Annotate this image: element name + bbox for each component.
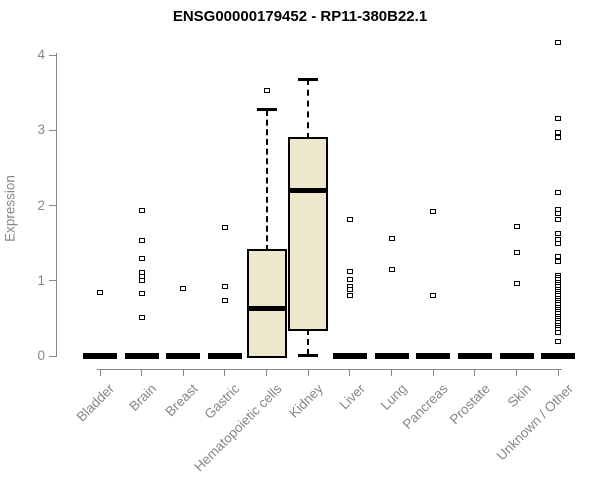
outlier-point — [346, 277, 353, 283]
y-tick-label: 0 — [37, 348, 45, 363]
x-tick-label: Liver — [336, 381, 368, 413]
median-line — [246, 306, 287, 312]
x-axis-tick — [266, 369, 268, 376]
upper-whisker-cap — [256, 108, 277, 112]
outlier-point — [555, 216, 562, 222]
lower-whisker-cap — [298, 353, 319, 357]
outlier-point — [555, 115, 562, 121]
outlier-point — [263, 87, 270, 93]
outlier-point — [555, 254, 562, 260]
outlier-point — [346, 217, 353, 223]
collapsed-box — [207, 353, 242, 359]
y-axis-tick — [49, 129, 56, 131]
collapsed-box — [416, 353, 451, 359]
outlier-point — [555, 236, 562, 242]
x-tick-label: Lung — [377, 381, 410, 413]
x-axis-tick — [391, 369, 393, 376]
outlier-point — [513, 224, 520, 230]
lower-whisker-line — [307, 328, 310, 356]
x-axis-tick — [99, 369, 101, 376]
collapsed-box — [499, 353, 534, 359]
x-axis-tick — [516, 369, 518, 376]
upper-whisker-line — [307, 79, 310, 139]
outlier-point — [138, 291, 145, 297]
x-axis-tick — [432, 369, 434, 376]
outlier-point — [555, 206, 562, 212]
x-tick-label: Breast — [162, 381, 201, 420]
outlier-point — [138, 278, 145, 284]
outlier-point — [555, 258, 562, 264]
outlier-point — [346, 269, 353, 275]
outlier-point — [555, 130, 562, 135]
y-axis-tick — [49, 205, 56, 206]
x-axis-tick — [307, 369, 309, 376]
x-axis-tick — [224, 369, 226, 376]
outlier-point — [430, 293, 437, 299]
y-tick-label: 2 — [37, 197, 45, 213]
x-tick-label: Bladder — [74, 381, 118, 425]
x-tick-label: Gastric — [201, 381, 243, 422]
x-axis-tick — [182, 369, 184, 376]
collapsed-box — [166, 353, 201, 359]
outlier-point — [555, 339, 562, 345]
x-axis-tick — [474, 369, 476, 376]
x-tick-label: Kidney — [286, 381, 326, 421]
outlier-point — [513, 280, 520, 286]
outlier-point — [555, 39, 562, 45]
median-line — [288, 187, 329, 193]
outlier-point — [346, 287, 353, 293]
y-axis-tick — [49, 355, 56, 357]
x-axis-line — [97, 369, 562, 370]
outlier-point — [555, 135, 562, 141]
y-axis-tick — [49, 54, 56, 56]
outlier-point — [555, 241, 562, 247]
y-tick-label: 4 — [37, 47, 45, 62]
x-tick-label: Skin — [505, 381, 535, 411]
collapsed-box — [374, 353, 409, 359]
outlier-point — [138, 208, 145, 214]
outlier-point — [555, 230, 562, 236]
y-axis-tick — [49, 280, 56, 282]
outlier-point — [138, 315, 145, 321]
outlier-point — [97, 290, 103, 296]
outlier-point — [513, 250, 520, 256]
outlier-point — [430, 209, 437, 215]
outlier-point — [221, 224, 228, 230]
upper-whisker-line — [265, 109, 268, 252]
box — [246, 249, 287, 358]
collapsed-box — [457, 353, 492, 359]
upper-whisker-cap — [298, 77, 319, 81]
outlier-point — [138, 269, 145, 275]
outlier-point — [346, 293, 353, 299]
y-tick-label: 3 — [37, 122, 45, 138]
outlier-point — [555, 211, 562, 217]
y-axis-line — [56, 53, 57, 357]
outlier-point — [221, 297, 228, 303]
collapsed-box — [332, 353, 367, 359]
chart-title: ENSG00000179452 - RP11-380B22.1 — [172, 8, 428, 25]
collapsed-box — [541, 353, 576, 359]
x-tick-label: Brain — [126, 381, 160, 414]
outlier-point — [221, 284, 228, 290]
outlier-point — [138, 256, 145, 262]
x-tick-label: Unknown / Other — [493, 381, 576, 464]
outlier-point — [555, 190, 562, 196]
box — [288, 136, 329, 331]
outlier-point — [180, 285, 187, 291]
x-axis-tick — [557, 369, 559, 376]
x-tick-label: Prostate — [446, 381, 493, 428]
x-axis-tick — [349, 369, 351, 376]
y-tick-label: 1 — [37, 272, 45, 288]
outlier-point — [388, 266, 395, 272]
outlier-point — [555, 330, 562, 336]
outlier-point — [138, 237, 145, 243]
collapsed-box — [124, 353, 159, 359]
x-axis-tick — [141, 369, 143, 376]
outlier-point — [388, 236, 395, 242]
collapsed-box — [83, 353, 117, 359]
